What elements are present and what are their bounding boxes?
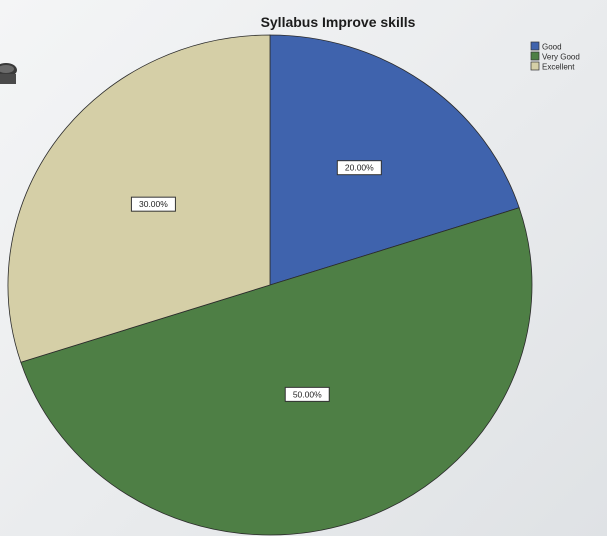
legend-label: Excellent <box>542 63 575 72</box>
slice-label-text: 30.00% <box>139 199 168 209</box>
slice-label: 50.00% <box>284 386 330 402</box>
slice-label: 20.00% <box>336 160 382 176</box>
slice-label-text: 20.00% <box>345 163 374 173</box>
legend-item-very-good: Very Good <box>530 51 580 62</box>
slice-label-box <box>336 160 382 176</box>
chart-title: Syllabus Improve skills <box>261 14 416 30</box>
pie-slices <box>7 34 533 536</box>
pie-slice-very-good <box>20 207 533 536</box>
slice-label-text: 50.00% <box>293 389 322 399</box>
speaker-icon <box>0 63 17 84</box>
legend-item-excellent: Excellent <box>530 61 575 72</box>
legend-item-good: Good <box>530 41 562 52</box>
slice-label-box <box>284 386 330 402</box>
slice-label: 30.00% <box>130 196 176 212</box>
slice-label-box <box>130 196 176 212</box>
pie-slice-good <box>269 34 520 286</box>
slice-labels: 20.00% 50.00% 30.00% <box>130 160 382 402</box>
legend-swatch <box>530 61 540 71</box>
legend-label: Very Good <box>542 53 580 62</box>
legend-label: Good <box>542 43 562 52</box>
legend-swatch <box>530 51 540 61</box>
legend-swatch <box>530 41 540 51</box>
